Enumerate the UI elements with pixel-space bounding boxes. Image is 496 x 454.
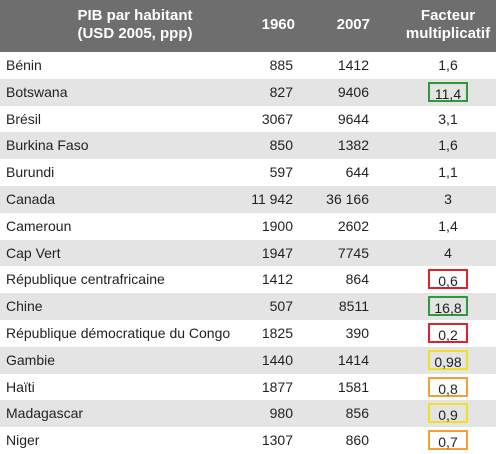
value-cell: 850: [269, 137, 293, 154]
value-cell: 3067: [261, 110, 293, 127]
table-row: Chine 507 8511 16,8: [0, 293, 496, 320]
value-cell: 827: [269, 83, 293, 100]
value-cell: 7745: [337, 244, 369, 261]
country-cell: Cap Vert: [6, 244, 61, 261]
value-cell: 1877: [261, 378, 293, 395]
value-cell: 885: [269, 57, 293, 73]
table-row: République démocratique du Congo 1825 390 0…: [0, 320, 496, 347]
value-cell: 1307: [261, 432, 293, 449]
country-cell: Bénin: [6, 57, 42, 73]
table-row: Burkina Faso 850 1382 1,6: [0, 132, 496, 160]
value-cell: 9644: [337, 110, 369, 127]
country-cell: Chine: [6, 298, 43, 315]
value-cell: 2602: [337, 217, 369, 234]
value-cell: 1414: [337, 351, 369, 368]
factor-cell: 16,8: [428, 296, 468, 317]
table-row: Brésil 3067 9644 3,1: [0, 106, 496, 133]
value-cell: 1440: [261, 351, 293, 368]
header-cell: 1960: [261, 16, 295, 33]
value-cell: 864: [345, 271, 369, 288]
table-row: Canada 11 942 36 166 3: [0, 186, 496, 213]
country-cell: Niger: [6, 432, 40, 449]
factor-cell: 4: [444, 244, 452, 261]
table-row: Niger 1307 860 0,7: [0, 427, 496, 454]
value-cell: 507: [269, 298, 293, 315]
factor-cell: 1,6: [438, 137, 458, 154]
table-row: Gambie 1440 1414 0,98: [0, 346, 496, 374]
country-cell: Canada: [6, 191, 56, 207]
country-cell: Haïti: [6, 378, 35, 395]
country-cell: Brésil: [6, 110, 42, 127]
table-row: Madagascar 980 856 0,9: [0, 400, 496, 428]
country-cell: Burundi: [6, 164, 55, 181]
value-cell: 9406: [337, 83, 369, 100]
factor-cell: 0,8: [428, 376, 468, 397]
factor-cell: 0,6: [428, 269, 468, 290]
factor-cell: 1,6: [438, 57, 458, 73]
table-row: Burundi 597 644 1,1: [0, 159, 496, 186]
factor-cell: 1,1: [438, 164, 458, 181]
value-cell: 1825: [261, 325, 293, 341]
factor-cell: 11,4: [428, 81, 468, 102]
value-cell: 1382: [337, 137, 369, 154]
table-row: République centrafricaine 1412 864 0,6: [0, 266, 496, 293]
value-cell: 860: [345, 432, 369, 449]
country-cell: République centrafricaine: [6, 271, 165, 288]
table-row: Cameroun 1900 2602 1,4: [0, 213, 496, 240]
header-cell: 2007: [336, 16, 370, 33]
header-cell: Facteur multiplicatif: [405, 7, 491, 42]
value-cell: 1900: [261, 217, 293, 234]
value-cell: 1947: [261, 244, 293, 261]
factor-cell: 0,98: [428, 349, 468, 370]
value-cell: 390: [345, 325, 369, 341]
factor-cell: 0,9: [428, 403, 468, 424]
table-row: Cap Vert 1947 7745 4: [0, 239, 496, 267]
value-cell: 980: [269, 405, 293, 422]
country-cell: République démocratique du Congo: [6, 325, 231, 341]
factor-cell: 0,2: [428, 323, 468, 343]
value-cell: 1412: [261, 271, 293, 288]
country-cell: Madagascar: [6, 405, 84, 422]
header-row: PIB par habitant (USD 2005, ppp) 1960 20…: [0, 0, 496, 52]
factor-cell: 0,7: [428, 430, 468, 451]
country-cell: Gambie: [6, 351, 56, 368]
value-cell: 1412: [337, 57, 369, 73]
value-cell: 644: [345, 164, 369, 181]
country-cell: Botswana: [6, 83, 68, 100]
value-cell: 597: [269, 164, 293, 181]
table-row: Bénin 885 1412 1,6: [0, 52, 496, 79]
value-cell: 8511: [338, 298, 369, 315]
header-cell: PIB par habitant (USD 2005, ppp): [77, 7, 193, 42]
value-cell: 11 942: [251, 191, 293, 207]
factor-cell: 1,4: [438, 217, 458, 234]
country-cell: Cameroun: [6, 217, 72, 234]
country-cell: Burkina Faso: [6, 137, 89, 154]
value-cell: 856: [345, 405, 369, 422]
table-row: Botswana 827 9406 11,4: [0, 78, 496, 106]
value-cell: 1581: [337, 378, 369, 395]
factor-cell: 3: [444, 191, 452, 207]
value-cell: 36 166: [326, 191, 369, 207]
table-row: Haïti 1877 1581 0,8: [0, 374, 496, 401]
factor-cell: 3,1: [438, 110, 458, 127]
